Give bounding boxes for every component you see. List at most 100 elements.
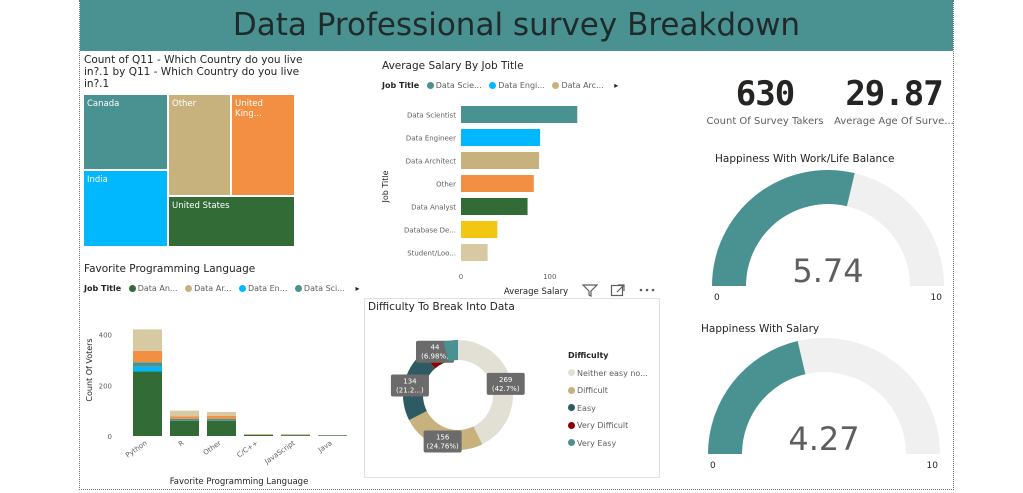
legend-dot xyxy=(568,369,575,376)
language-bar-segment[interactable] xyxy=(170,410,199,417)
legend-item[interactable]: Data An... xyxy=(137,284,178,293)
treemap-title: Count of Q11 - Which Country do you live… xyxy=(84,54,302,90)
legend-item[interactable]: Difficult xyxy=(568,382,648,400)
donut-chart-panel xyxy=(364,298,660,478)
donut-data-label: 156(24.76%) xyxy=(423,430,462,453)
treemap-cell-india[interactable]: India xyxy=(83,170,168,247)
language-bar-segment[interactable] xyxy=(318,435,347,436)
legend-item[interactable]: Very Difficult xyxy=(568,417,648,435)
language-bar-segment[interactable] xyxy=(244,433,273,435)
legend-item[interactable]: Easy xyxy=(568,400,648,418)
legend-label: Difficult xyxy=(577,386,608,395)
treemap-cell-other[interactable]: Other xyxy=(168,94,231,196)
salary-bar[interactable] xyxy=(461,106,578,123)
data-label-percent: (24.76%) xyxy=(427,443,459,451)
donut-slice[interactable] xyxy=(458,340,513,445)
language-bar-segment[interactable] xyxy=(281,433,310,435)
y-tick-label: Data Engineer xyxy=(406,135,456,143)
legend-item[interactable]: Data Arc... xyxy=(561,81,604,90)
language-bar-segment[interactable] xyxy=(207,415,236,419)
x-tick-label: 0 xyxy=(459,273,463,281)
data-label-value: 156 xyxy=(436,434,450,442)
x-tick-label: 100 xyxy=(543,273,556,281)
data-label-percent: (21.2...) xyxy=(396,387,424,395)
y-tick-label: Data Architect xyxy=(406,158,457,166)
visual-header-icons xyxy=(581,282,656,297)
language-bar-segment[interactable] xyxy=(244,434,273,436)
focus-mode-icon[interactable] xyxy=(610,283,626,297)
legend-title: Job Title xyxy=(382,81,420,90)
language-bar-segment[interactable] xyxy=(207,411,236,416)
legend-item[interactable]: Neither easy no... xyxy=(568,365,648,383)
more-options-icon[interactable] xyxy=(638,283,656,297)
x-tick-label: Java xyxy=(316,439,334,455)
x-axis-label: Average Salary xyxy=(504,287,568,297)
salary-chart-title: Average Salary By Job Title xyxy=(382,60,524,72)
legend-dot xyxy=(568,404,575,411)
salary-bar[interactable] xyxy=(461,152,540,169)
legend-item[interactable]: Data En... xyxy=(247,284,288,293)
y-tick-label: 200 xyxy=(99,382,112,390)
language-bar-segment[interactable] xyxy=(281,434,310,436)
legend-item[interactable]: Data Engi... xyxy=(498,81,545,90)
data-label-percent: (42.7%) xyxy=(492,385,520,393)
donut-data-label: 269(42.7%) xyxy=(486,372,525,395)
donut-slice[interactable] xyxy=(443,340,458,362)
gauge-salary-title: Happiness With Salary xyxy=(701,323,820,335)
salary-bar[interactable] xyxy=(461,244,488,261)
treemap-cell-united-states[interactable]: United States xyxy=(168,196,295,247)
language-bar-segment[interactable] xyxy=(207,420,236,436)
y-tick-label: Database De... xyxy=(404,227,456,235)
kpi-label: Count Of Survey Takers xyxy=(706,116,824,127)
salary-bar[interactable] xyxy=(461,129,540,146)
language-bar-segment[interactable] xyxy=(170,418,199,421)
legend-item[interactable]: Data Ar... xyxy=(194,284,232,293)
language-bar-segment[interactable] xyxy=(133,350,162,363)
kpi-label: Average Age Of Surve... xyxy=(834,116,954,127)
data-label-value: 269 xyxy=(499,376,512,384)
salary-bar[interactable] xyxy=(461,198,528,215)
salary-bar[interactable] xyxy=(461,221,498,238)
triangle-right-icon[interactable]: ▸ xyxy=(355,284,360,293)
gauge-min-label: 0 xyxy=(714,293,720,303)
legend-label: Very Difficult xyxy=(577,421,629,430)
gauge-salary: 4.27 0 10 xyxy=(708,338,940,471)
language-bar-segment[interactable] xyxy=(170,416,199,419)
data-label-box xyxy=(390,374,429,397)
filter-icon[interactable] xyxy=(581,283,599,297)
language-bar-segment[interactable] xyxy=(133,362,162,367)
kpi-value: 29.87 xyxy=(845,74,943,114)
language-bar-segment[interactable] xyxy=(281,435,310,436)
x-tick-label: JavaScript xyxy=(262,439,296,466)
legend-item[interactable]: Very Easy xyxy=(568,435,648,453)
treemap-title-line2: in?.1 by Q11 - Which Country do you live xyxy=(84,66,300,78)
y-tick-label: 400 xyxy=(99,332,112,340)
legend-item[interactable]: Data Scie... xyxy=(435,81,482,90)
dashboard-banner: Data Professional survey Breakdown xyxy=(80,0,953,51)
kpi-value: 630 xyxy=(735,74,795,114)
language-bar-segment[interactable] xyxy=(170,420,199,436)
language-bar-segment[interactable] xyxy=(207,418,236,421)
gauge-worklife-title: Happiness With Work/Life Balance xyxy=(715,153,895,165)
gauge-fill[interactable] xyxy=(708,341,806,454)
legend-dot xyxy=(568,439,575,446)
gauge-fill[interactable] xyxy=(712,170,855,286)
data-label-value: 134 xyxy=(403,378,417,386)
treemap-label: India xyxy=(87,175,108,185)
salary-chart-legend: Job Title Data Scie... Data Engi... Data… xyxy=(382,81,618,90)
y-tick-label: Other xyxy=(436,181,456,189)
legend-label: Neither easy no... xyxy=(577,368,648,378)
x-tick-label: Python xyxy=(124,439,148,459)
legend-item[interactable]: Data Sci... xyxy=(303,284,345,293)
donut-chart-title: Difficulty To Break Into Data xyxy=(368,301,515,313)
language-bar-segment[interactable] xyxy=(133,329,162,351)
legend-dot xyxy=(426,81,434,89)
language-bar-segment[interactable] xyxy=(133,366,162,372)
treemap-cell-canada[interactable]: Canada xyxy=(83,94,168,170)
data-label-value: 44 xyxy=(431,344,440,352)
triangle-right-icon[interactable]: ▸ xyxy=(614,81,619,90)
salary-bar[interactable] xyxy=(461,175,534,192)
language-bar-segment[interactable] xyxy=(133,371,162,436)
treemap-cell-united-kingdom[interactable]: United King... xyxy=(231,94,295,196)
